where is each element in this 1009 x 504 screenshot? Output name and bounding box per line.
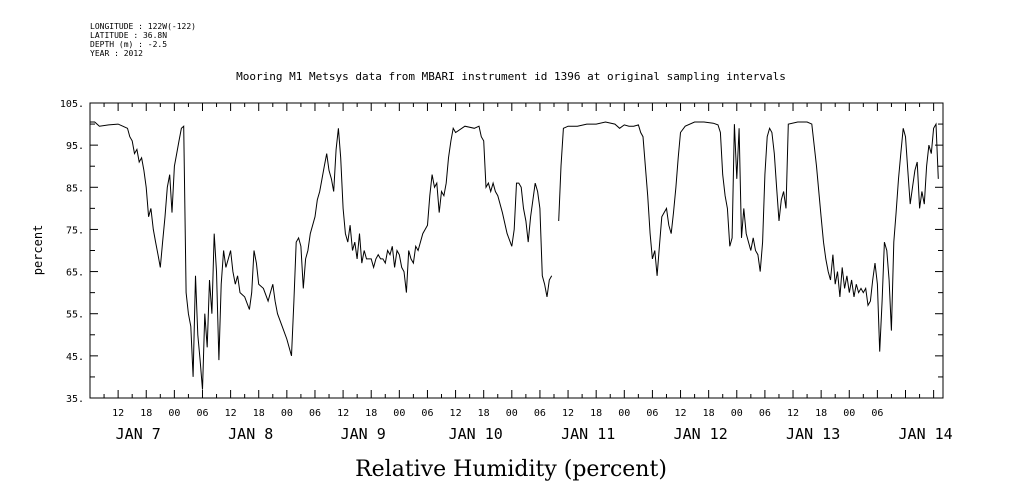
x-tick-label: 12	[337, 408, 349, 419]
x-tick-label: 00	[618, 408, 630, 419]
x-tick-label: 00	[731, 408, 743, 419]
y-axis-title: percent	[31, 225, 45, 276]
series-layer	[90, 121, 939, 390]
x-tick-label: 12	[225, 408, 237, 419]
x-tick-label: 18	[140, 408, 152, 419]
y-tick-label: 35.	[66, 394, 84, 405]
x-day-label: JAN 9	[341, 425, 386, 443]
x-tick-label: 12	[450, 408, 462, 419]
x-axis: 12 18 00 06 12 18 00 06 12 18 00 06 12 18 00 06 12 18 00 06…	[103, 103, 953, 443]
y-axis: 35. 45. 55. 65. 75. 85. 95. 105.	[60, 99, 943, 405]
y-tick-label: 65.	[66, 268, 84, 279]
x-axis-title: Relative Humidity (percent)	[355, 457, 667, 482]
x-tick-label: 18	[365, 408, 377, 419]
x-tick-label: 18	[590, 408, 602, 419]
x-tick-label: 00	[281, 408, 293, 419]
x-tick-label: 18	[703, 408, 715, 419]
x-day-label: JAN 13	[786, 425, 840, 443]
x-tick-label: 12	[562, 408, 574, 419]
y-tick-label: 105.	[60, 99, 84, 110]
x-day-label: JAN 11	[561, 425, 615, 443]
x-tick-label: 12	[675, 408, 687, 419]
humidity-line	[90, 121, 553, 390]
mooring-metadata: LONGITUDE : 122W(-122) LATITUDE : 36.8N …	[90, 22, 196, 58]
x-tick-label: 06	[196, 408, 208, 419]
x-tick-label: 06	[421, 408, 433, 419]
y-tick-label: 85.	[66, 183, 84, 194]
x-day-label: JAN 8	[228, 425, 273, 443]
depth-text: DEPTH (m) : -2.5	[90, 40, 168, 49]
x-tick-label: 12	[112, 408, 124, 419]
x-day-label: JAN 7	[116, 425, 161, 443]
x-tick-label: 06	[871, 408, 883, 419]
year-text: YEAR : 2012	[90, 49, 143, 58]
y-tick-label: 95.	[66, 141, 84, 152]
x-tick-label: 06	[646, 408, 658, 419]
x-day-label: JAN 12	[674, 425, 728, 443]
x-tick-label: 06	[759, 408, 771, 419]
x-tick-label: 06	[309, 408, 321, 419]
x-tick-label: 06	[534, 408, 546, 419]
y-tick-label: 45.	[66, 352, 84, 363]
x-tick-label: 18	[253, 408, 265, 419]
x-tick-label: 12	[787, 408, 799, 419]
longitude-text: LONGITUDE : 122W(-122)	[90, 22, 196, 31]
plot-frame	[89, 102, 944, 399]
x-tick-label: 00	[506, 408, 518, 419]
x-day-label: JAN 14	[899, 425, 953, 443]
y-tick-label: 75.	[66, 225, 84, 236]
x-tick-label: 00	[168, 408, 180, 419]
humidity-line	[558, 121, 939, 352]
chart-title: Mooring M1 Metsys data from MBARI instru…	[236, 70, 786, 83]
x-tick-label: 18	[478, 408, 490, 419]
x-day-label: JAN 10	[449, 425, 503, 443]
x-tick-label: 00	[393, 408, 405, 419]
x-tick-label: 18	[815, 408, 827, 419]
x-tick-label: 00	[843, 408, 855, 419]
latitude-text: LATITUDE : 36.8N	[90, 31, 168, 40]
y-tick-label: 55.	[66, 310, 84, 321]
